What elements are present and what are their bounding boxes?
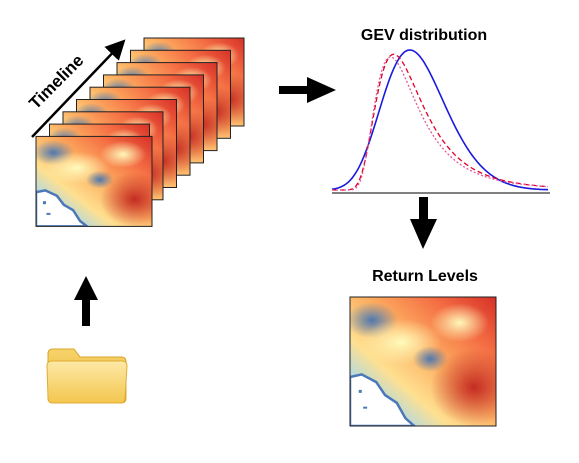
arrow-right-icon	[279, 77, 336, 103]
map-frame-9	[35, 135, 153, 227]
return-levels-title: Return Levels	[372, 268, 478, 285]
return-levels-map	[349, 296, 497, 427]
return-levels-map-image	[349, 296, 497, 427]
gev-curve-2	[332, 53, 549, 191]
gev-curve-1	[331, 49, 549, 191]
map-frame-stack	[35, 37, 245, 227]
folder-icon	[46, 348, 128, 404]
arrow-up-icon	[74, 276, 98, 326]
gev-distribution: GEV distribution	[331, 27, 550, 194]
gev-curve-3	[332, 56, 549, 191]
timeline-arrow-icon	[31, 39, 126, 138]
arrow-down-icon	[410, 197, 437, 249]
return-levels-section: Return Levels	[349, 268, 497, 427]
gev-title: GEV distribution	[361, 27, 487, 44]
